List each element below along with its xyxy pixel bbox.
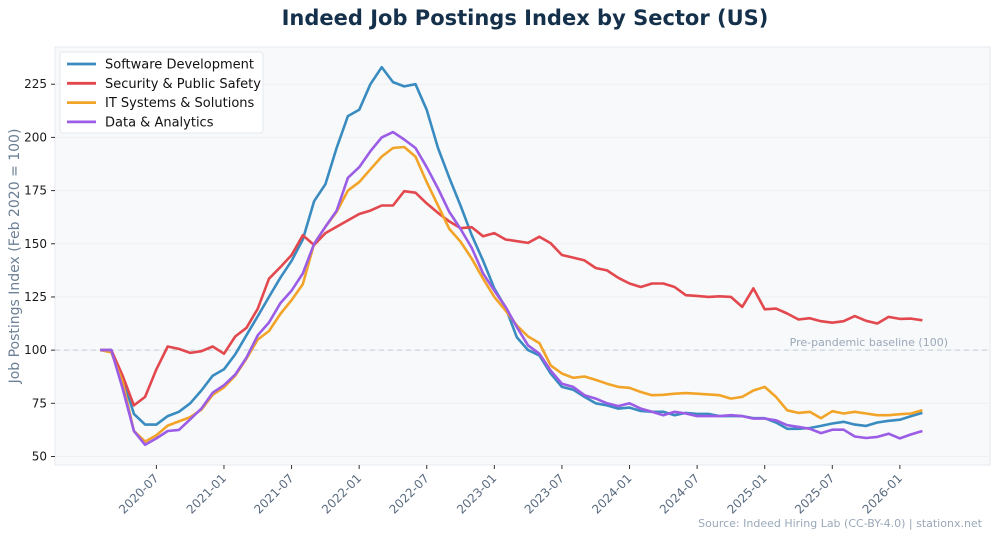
x-tick-label: 2024-07 — [657, 471, 702, 516]
y-axis-label: Job Postings Index (Feb 2020 = 100) — [7, 129, 23, 385]
x-tick-label: 2025-01 — [724, 471, 769, 516]
series-line-security-public-safety — [100, 189, 923, 407]
y-tick-label: 75 — [32, 396, 47, 410]
x-tick-label: 2020-07 — [116, 471, 161, 516]
x-tick-label: 2022-01 — [319, 471, 364, 516]
y-tick-label: 225 — [24, 77, 47, 91]
x-tick-label: 2023-01 — [454, 471, 499, 516]
x-tick-label: 2021-01 — [184, 471, 229, 516]
x-tick-label: 2024-01 — [589, 471, 634, 516]
x-tick-label: 2022-07 — [387, 471, 432, 516]
series-lines — [99, 65, 923, 447]
legend-box — [59, 51, 264, 134]
baseline-label: Pre-pandemic baseline (100) — [790, 336, 948, 349]
x-axis: 2020-07 2021-01 2021-07 2022-01 2022-07 2023-… — [116, 465, 905, 517]
y-tick-label: 150 — [24, 237, 47, 251]
source-note: Source: Indeed Hiring Lab (CC-BY-4.0) | … — [698, 517, 983, 530]
y-tick-label: 50 — [32, 449, 47, 463]
y-axis: 50 75 100 125 150 175 200 225 — [24, 77, 55, 463]
y-tick-label: 175 — [24, 184, 47, 198]
legend-label: Software Development — [105, 58, 254, 73]
y-tick-label: 200 — [24, 130, 47, 144]
legend: Software Development Security & Public Sa… — [59, 51, 264, 134]
series-line-data-analytics — [100, 130, 923, 447]
gridlines — [55, 83, 990, 457]
y-tick-label: 100 — [24, 343, 47, 357]
series-line-software-development — [100, 65, 923, 431]
legend-label: Security & Public Safety — [105, 77, 261, 92]
x-tick-label: 2026-01 — [860, 471, 905, 516]
x-tick-label: 2023-07 — [522, 471, 567, 516]
x-tick-label: 2025-07 — [792, 471, 837, 516]
legend-label: IT Systems & Solutions — [105, 96, 255, 111]
y-tick-label: 125 — [24, 290, 47, 304]
chart-title: Indeed Job Postings Index by Sector (US) — [282, 6, 769, 30]
x-tick-label: 2021-07 — [251, 471, 296, 516]
legend-label: Data & Analytics — [105, 115, 214, 130]
